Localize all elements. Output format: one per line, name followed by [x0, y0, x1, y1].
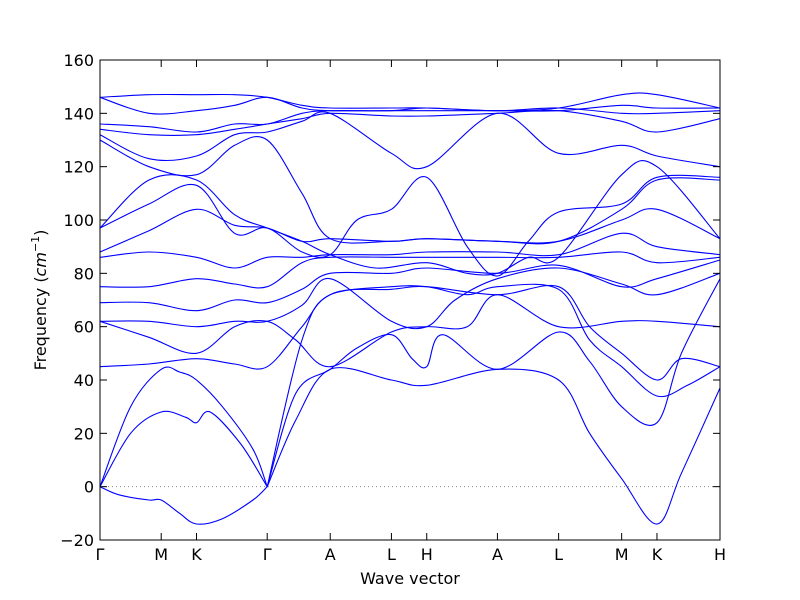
band-line-14 [99, 174, 721, 277]
x-axis-title: Wave vector [360, 569, 460, 588]
band-line-4 [266, 367, 721, 525]
band-line-17 [99, 111, 721, 170]
band-line-16 [99, 136, 721, 245]
y-axis-title: Frequency (cm−1) [29, 230, 50, 371]
band-line-3 [99, 366, 268, 487]
y-axis-title-close: ) [31, 230, 50, 236]
band-series [99, 92, 721, 525]
x-tick-label: L [554, 545, 563, 564]
x-tick-label: A [325, 545, 336, 564]
y-axis-ticks: −20 0 20 40 60 80 100 120 140 160 [60, 51, 720, 550]
y-axis-title-main: Frequency ( [31, 276, 50, 370]
band-line-2 [99, 410, 268, 487]
band-line-7 [99, 283, 721, 398]
y-tick-label: −20 [60, 531, 94, 550]
plot-background [100, 60, 720, 540]
x-tick-label: H [714, 545, 726, 564]
band-line-18 [99, 109, 721, 136]
band-line-15 [99, 160, 721, 276]
x-tick-label: K [191, 545, 202, 564]
band-line-21 [99, 92, 721, 112]
x-tick-label: Γ [263, 545, 272, 564]
plot-frame [99, 59, 721, 541]
y-tick-label: 20 [74, 424, 94, 443]
x-tick-label: Γ [96, 545, 105, 564]
y-tick-label: 80 [74, 264, 94, 283]
band-line-8 [99, 294, 721, 368]
x-tick-label: M [154, 545, 168, 564]
band-line-1 [99, 486, 268, 525]
y-axis-title-exp: −1 [29, 236, 42, 252]
y-tick-label: 0 [84, 478, 94, 497]
y-tick-label: 140 [63, 104, 94, 123]
band-line-20 [99, 96, 721, 115]
x-tick-label: L [387, 545, 396, 564]
band-line-10 [99, 259, 721, 312]
y-tick-label: 160 [63, 51, 94, 70]
band-line-12 [99, 232, 721, 269]
y-tick-label: 40 [74, 371, 94, 390]
x-tick-label: M [615, 545, 629, 564]
y-tick-label: 60 [74, 318, 94, 337]
band-line-11 [99, 251, 721, 289]
band-line-9 [99, 267, 721, 330]
y-tick-label: 100 [63, 211, 94, 230]
x-tick-label: A [492, 545, 503, 564]
y-tick-label: 120 [63, 158, 94, 177]
band-line-13 [99, 208, 721, 253]
y-axis-title-unit: cm [31, 252, 50, 276]
x-tick-label: H [421, 545, 433, 564]
x-tick-label: K [652, 545, 663, 564]
